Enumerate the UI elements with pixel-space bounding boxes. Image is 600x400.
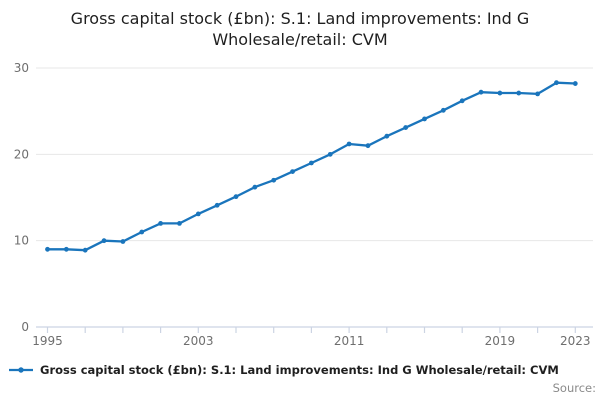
data-point-marker: [214, 202, 220, 208]
data-point-marker: [252, 184, 258, 190]
data-point-marker: [327, 151, 333, 157]
x-axis-tick-label: 2019: [485, 334, 516, 348]
data-series-line: [46, 81, 577, 252]
x-axis-tick-label: 2011: [334, 334, 365, 348]
data-point-marker: [535, 91, 540, 97]
legend-label: Gross capital stock (£bn): S.1: Land imp…: [40, 363, 559, 377]
data-point-marker: [271, 177, 277, 183]
legend: Gross capital stock (£bn): S.1: Land imp…: [8, 363, 600, 377]
legend-line-marker-icon: [9, 367, 33, 373]
data-point-marker: [516, 90, 522, 96]
data-point-marker: [478, 89, 484, 95]
data-point-marker: [346, 141, 352, 147]
data-point-marker: [177, 221, 182, 226]
data-point-marker: [45, 246, 50, 252]
data-point-marker: [158, 221, 164, 226]
data-point-marker: [101, 238, 107, 244]
data-point-marker: [497, 90, 503, 96]
data-point-marker: [120, 239, 126, 244]
y-axis-tick-label: 20: [14, 147, 29, 161]
y-axis-tick-label: 10: [14, 234, 29, 248]
data-point-marker: [63, 246, 69, 252]
x-axis-tick-label: 1995: [32, 334, 63, 348]
data-point-marker: [195, 211, 201, 217]
data-point-marker: [309, 160, 314, 166]
data-point-marker: [384, 133, 390, 139]
x-axis-tick-label: 2023: [560, 334, 591, 348]
y-axis-tick-label: 0: [21, 320, 29, 334]
data-point-marker: [139, 229, 145, 235]
data-point-marker: [422, 116, 427, 122]
data-point-marker: [365, 143, 371, 149]
data-point-marker: [82, 247, 88, 253]
data-point-marker: [459, 98, 465, 104]
chart-title: Gross capital stock (£bn): S.1: Land imp…: [70, 9, 530, 50]
data-point-marker: [440, 107, 446, 113]
data-point-marker: [233, 194, 239, 200]
source-label: Source:: [552, 381, 596, 395]
x-axis-tick-label: 2003: [183, 334, 214, 348]
data-point-marker: [403, 125, 409, 130]
data-point-marker: [554, 80, 559, 86]
data-point-marker: [290, 169, 295, 175]
y-axis-tick-label: 30: [14, 61, 29, 75]
data-point-marker: [572, 81, 578, 86]
